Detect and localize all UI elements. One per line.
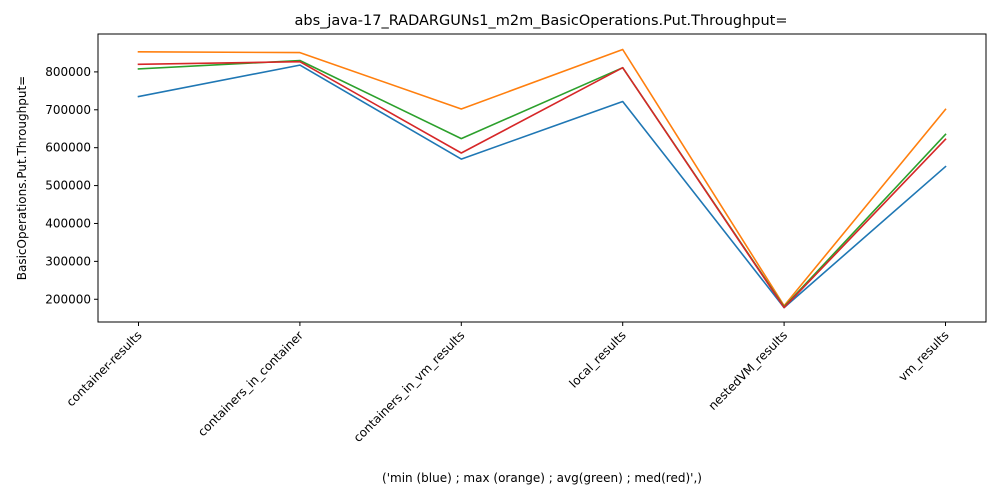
y-tick-label: 600000 bbox=[45, 141, 91, 155]
y-tick-label: 200000 bbox=[45, 292, 91, 306]
plot-frame bbox=[97, 33, 987, 323]
series-lines bbox=[137, 48, 947, 309]
y-tick-label: 400000 bbox=[45, 216, 91, 230]
x-axis: container-results containers_in_container… bbox=[64, 322, 952, 445]
y-tick-label: 800000 bbox=[45, 65, 91, 79]
x-tick-label: container-results bbox=[64, 328, 145, 409]
y-axis: 200000 300000 400000 500000 600000 700000 8000… bbox=[45, 65, 98, 306]
series-line-3 bbox=[137, 60, 947, 309]
series-line-2 bbox=[137, 59, 947, 308]
x-axis-title: ('min (blue) ; max (orange) ; avg(green)… bbox=[382, 471, 702, 485]
series-line-0 bbox=[137, 64, 947, 309]
chart-title: abs_java-17_RADARGUNs1_m2m_BasicOperatio… bbox=[294, 13, 787, 29]
series-line-1 bbox=[137, 48, 947, 307]
x-tick-label: containers_in_vm_results bbox=[351, 328, 468, 445]
x-tick-label: vm_results bbox=[896, 328, 952, 384]
x-tick-label: containers_in_container bbox=[195, 328, 306, 439]
x-tick-label: nestedVM_results bbox=[706, 328, 791, 413]
y-axis-title: BasicOperations.Put.Throughput= bbox=[15, 76, 29, 280]
y-tick-label: 300000 bbox=[45, 254, 91, 268]
y-tick-label: 500000 bbox=[45, 179, 91, 193]
x-tick-label: local_results bbox=[566, 328, 628, 390]
y-tick-label: 700000 bbox=[45, 103, 91, 117]
